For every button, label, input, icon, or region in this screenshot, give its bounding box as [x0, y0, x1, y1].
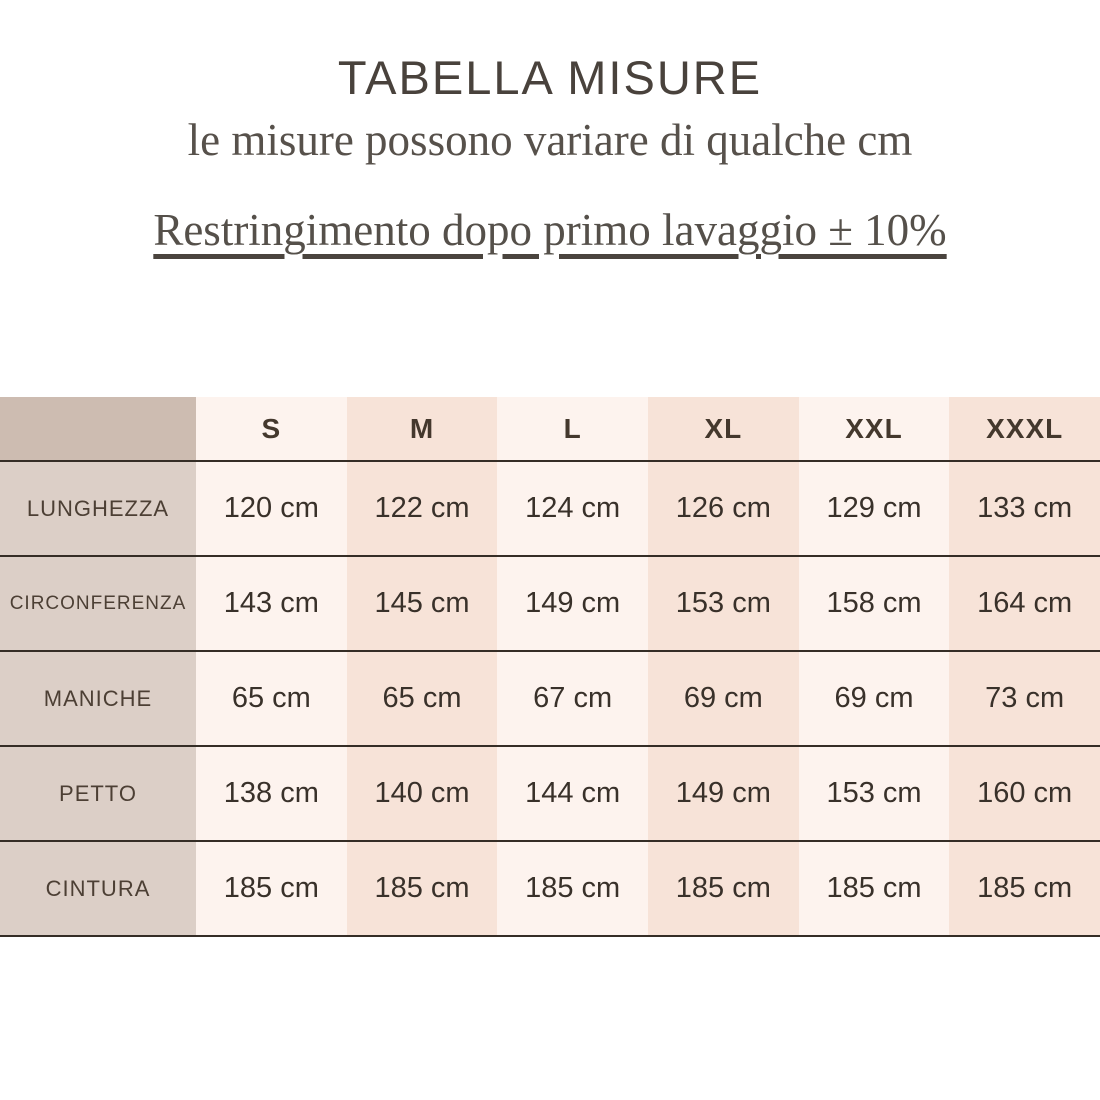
- row-label-cintura: CINTURA: [0, 842, 196, 937]
- column-header-xl: XL: [648, 397, 799, 462]
- row-label-text: LUNGHEZZA: [26, 495, 170, 521]
- size-value: 73 cm: [985, 682, 1065, 714]
- column-header-label: S: [261, 412, 282, 444]
- size-cell: 133 cm: [949, 462, 1100, 557]
- row-label-maniche: MANICHE: [0, 652, 196, 747]
- size-value: 158 cm: [826, 587, 922, 619]
- size-value: 133 cm: [977, 492, 1073, 524]
- size-cell: 65 cm: [346, 652, 498, 747]
- size-value: 67 cm: [533, 682, 613, 714]
- size-cell: 138 cm: [196, 747, 347, 842]
- size-cell: 185 cm: [798, 842, 950, 937]
- page-title: TABELLA MISURE: [337, 51, 763, 104]
- size-cell: 140 cm: [346, 747, 498, 842]
- size-cell: 124 cm: [497, 462, 648, 557]
- column-header-label: XL: [704, 412, 743, 444]
- size-value: 120 cm: [223, 492, 319, 524]
- row-label-text: CIRCONFERENZA: [9, 592, 187, 614]
- size-value: 138 cm: [223, 777, 319, 809]
- table-corner-cell: [0, 397, 196, 462]
- size-cell: 185 cm: [648, 842, 799, 937]
- column-header-s: S: [196, 397, 347, 462]
- shrinkage-note: Restringimento dopo primo lavaggio ± 10%: [0, 204, 1100, 256]
- page-subtitle: le misure possono variare di qualche cm: [187, 115, 913, 165]
- size-cell: 126 cm: [648, 462, 799, 557]
- size-value: 160 cm: [977, 777, 1073, 809]
- size-cell: 69 cm: [648, 652, 799, 747]
- size-value: 124 cm: [525, 492, 621, 524]
- size-value: 69 cm: [834, 682, 914, 714]
- size-cell: 143 cm: [196, 557, 347, 652]
- size-value: 140 cm: [374, 777, 470, 809]
- column-header-label: L: [563, 412, 582, 444]
- column-header-xxxl: XXXL: [949, 397, 1100, 462]
- size-cell: 153 cm: [648, 557, 799, 652]
- shrinkage-note-text: Restringimento dopo primo lavaggio ± 10%: [153, 205, 947, 255]
- size-cell: 67 cm: [497, 652, 648, 747]
- size-cell: 185 cm: [196, 842, 347, 937]
- row-label-text: PETTO: [59, 780, 137, 806]
- size-value: 143 cm: [223, 587, 319, 619]
- size-cell: 185 cm: [346, 842, 498, 937]
- size-cell: 185 cm: [497, 842, 648, 937]
- column-header-label: XXXL: [986, 412, 1064, 444]
- size-value: 129 cm: [826, 492, 922, 524]
- size-value: 153 cm: [826, 777, 922, 809]
- size-cell: 129 cm: [798, 462, 950, 557]
- size-cell: 160 cm: [949, 747, 1100, 842]
- size-cell: 185 cm: [949, 842, 1100, 937]
- size-value: 185 cm: [675, 872, 771, 904]
- size-cell: 69 cm: [798, 652, 950, 747]
- size-cell: 149 cm: [497, 557, 648, 652]
- size-value: 145 cm: [374, 587, 470, 619]
- size-value: 65 cm: [382, 682, 462, 714]
- size-cell: 120 cm: [196, 462, 347, 557]
- row-label-text: CINTURA: [45, 875, 151, 901]
- size-cell: 149 cm: [648, 747, 799, 842]
- column-header-l: L: [497, 397, 648, 462]
- size-cell: 145 cm: [346, 557, 498, 652]
- column-header-xxl: XXL: [798, 397, 950, 462]
- size-cell: 73 cm: [949, 652, 1100, 747]
- column-header-label: XXL: [845, 412, 903, 444]
- size-cell: 65 cm: [196, 652, 347, 747]
- size-cell: 122 cm: [346, 462, 498, 557]
- size-value: 185 cm: [374, 872, 470, 904]
- size-value: 185 cm: [977, 872, 1073, 904]
- row-label-petto: PETTO: [0, 747, 196, 842]
- size-value: 126 cm: [675, 492, 771, 524]
- size-cell: 144 cm: [497, 747, 648, 842]
- size-value: 149 cm: [525, 587, 621, 619]
- size-value: 149 cm: [675, 777, 771, 809]
- row-label-lunghezza: LUNGHEZZA: [0, 462, 196, 557]
- row-label-text: MANICHE: [43, 685, 153, 711]
- size-value: 65 cm: [231, 682, 311, 714]
- size-value: 185 cm: [826, 872, 922, 904]
- column-header-label: M: [409, 412, 435, 444]
- size-value: 185 cm: [223, 872, 319, 904]
- size-table: S M L XL XXL XXXL LUNGHEZZA 120 cm 122 c…: [0, 397, 1100, 937]
- size-value: 153 cm: [675, 587, 771, 619]
- size-cell: 153 cm: [798, 747, 950, 842]
- size-value: 164 cm: [977, 587, 1073, 619]
- row-label-circonferenza: CIRCONFERENZA: [0, 557, 196, 652]
- size-value: 122 cm: [374, 492, 470, 524]
- size-value: 69 cm: [683, 682, 763, 714]
- size-value: 185 cm: [525, 872, 621, 904]
- column-header-m: M: [346, 397, 498, 462]
- size-cell: 158 cm: [798, 557, 950, 652]
- size-value: 144 cm: [525, 777, 621, 809]
- size-cell: 164 cm: [949, 557, 1100, 652]
